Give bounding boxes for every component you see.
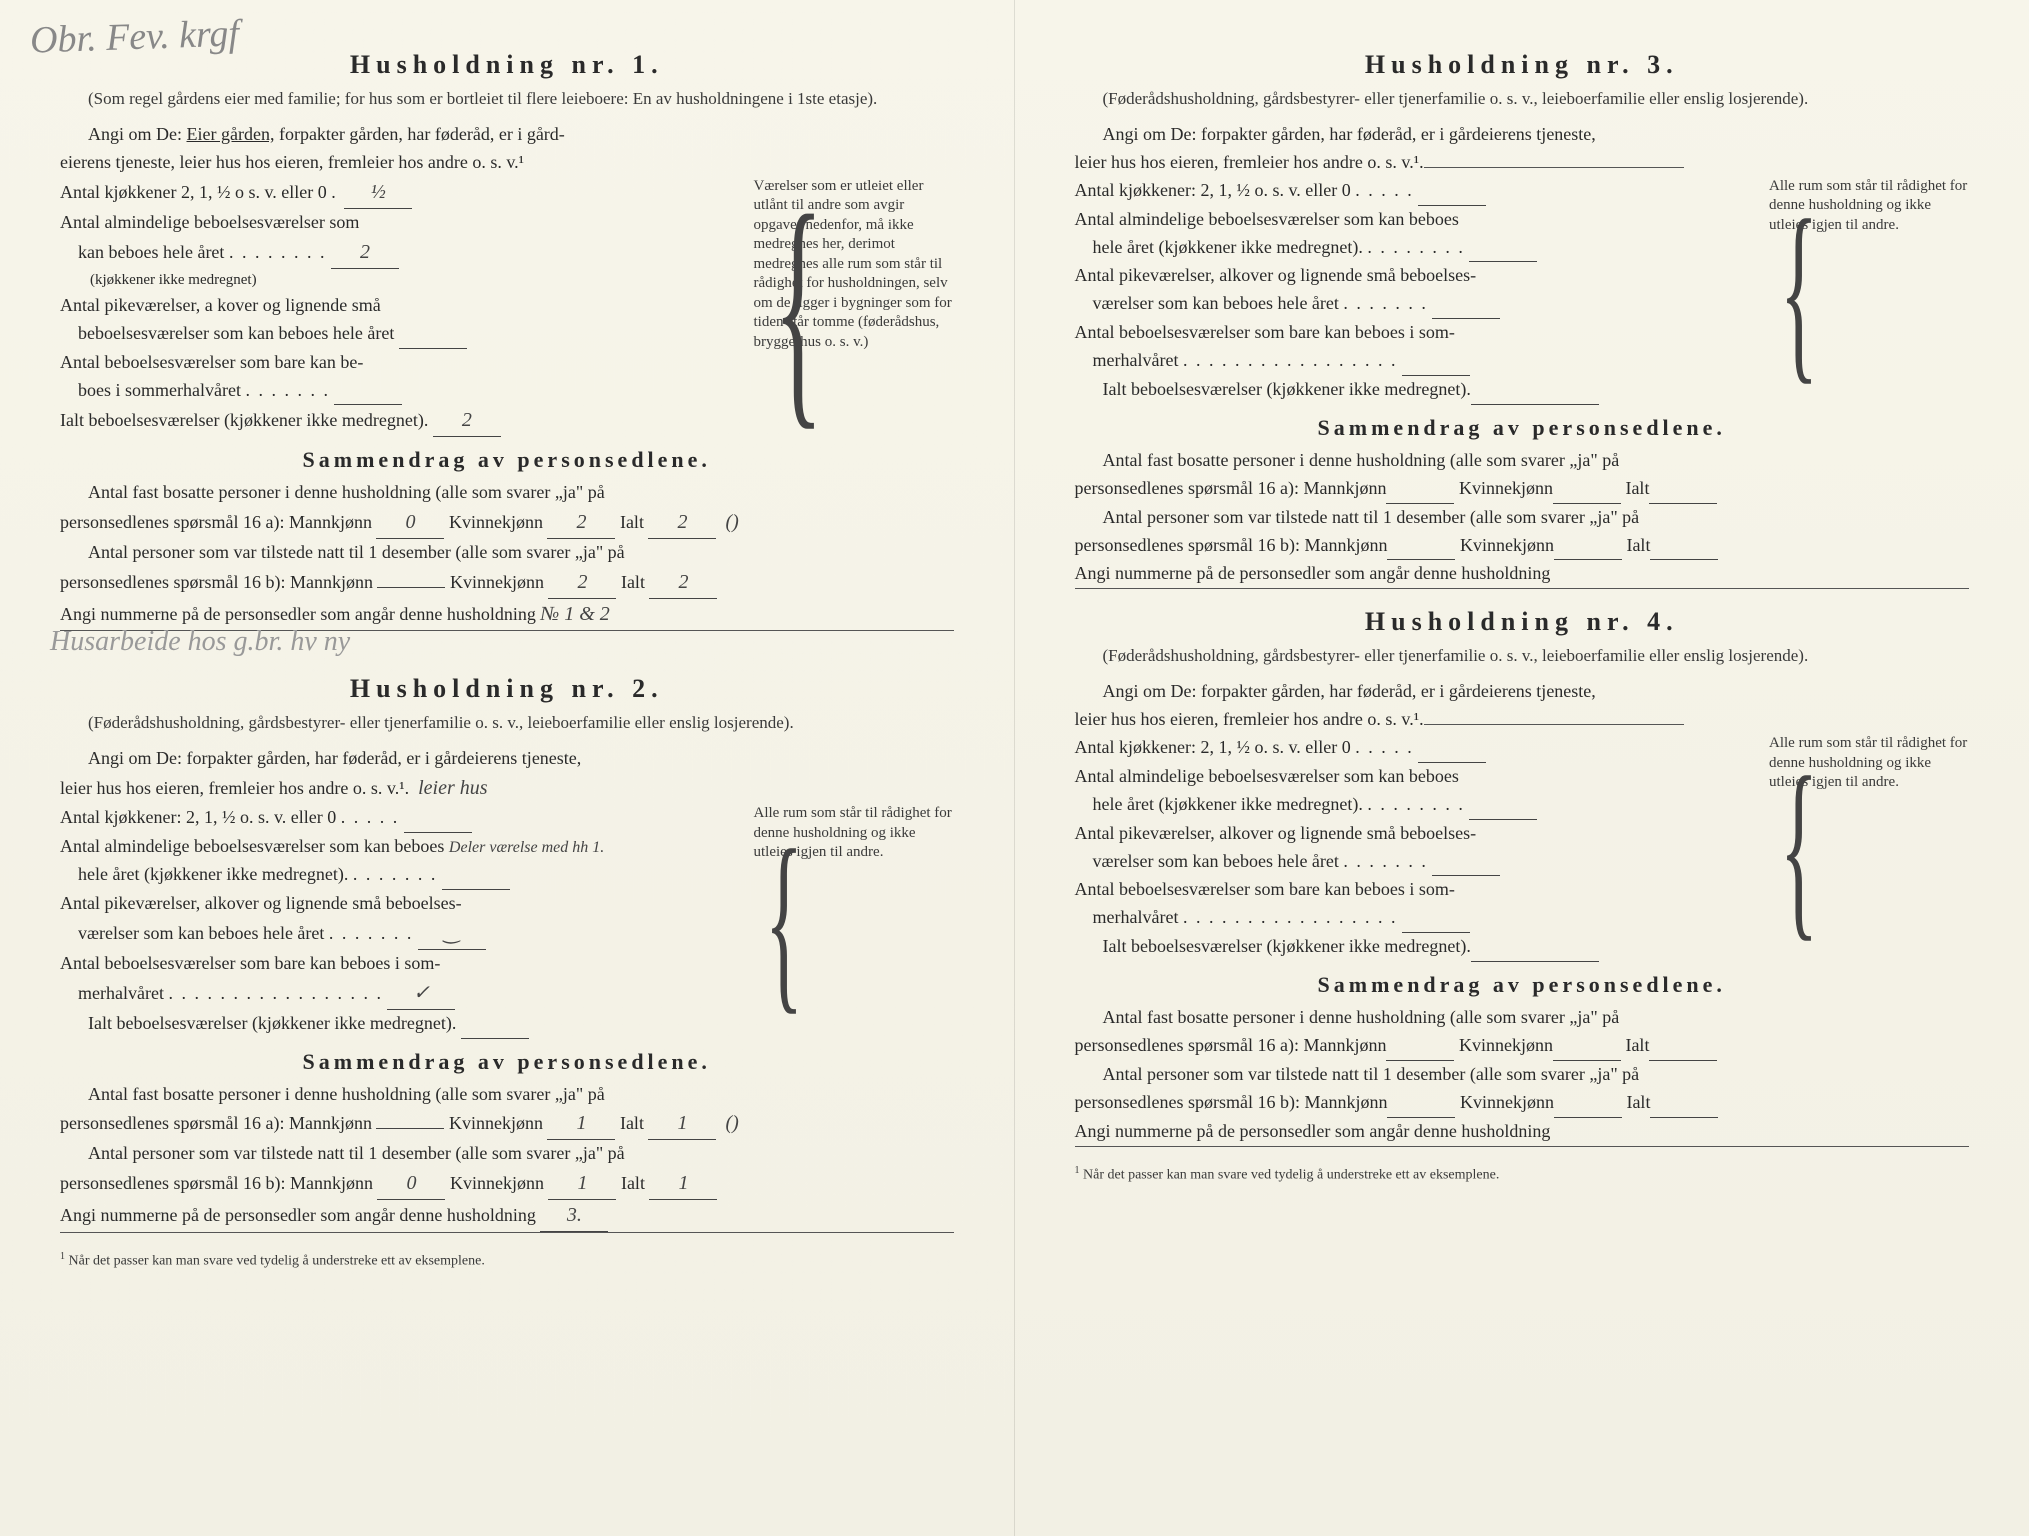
- rooms-block-h1: Antal kjøkkener 2, 1, ½ o s. v. eller 0 …: [60, 177, 954, 438]
- section-husholdning-4: Husholdning nr. 4. (Føderådshusholdning,…: [1075, 607, 1970, 1146]
- intro-h4: (Føderådshusholdning, gårdsbestyrer- ell…: [1075, 645, 1970, 668]
- section-husholdning-2: Husholdning nr. 2. (Føderådshusholdning,…: [60, 674, 954, 1233]
- val-kjokken-h1: ½: [344, 177, 412, 209]
- nummer-h2: 3.: [540, 1200, 608, 1232]
- owner-underlined: Eier gården,: [187, 124, 275, 144]
- intro-h2: (Føderådshusholdning, gårdsbestyrer- ell…: [60, 712, 954, 735]
- brace-icon: [1751, 734, 1765, 962]
- brace-icon: [736, 804, 750, 1038]
- val-alm-hw-h2: Deler værelse med hh 1.: [449, 839, 604, 856]
- val-alm-h1: 2: [331, 237, 399, 269]
- footnote-right: 1 Når det passer kan man svare ved tydel…: [1075, 1165, 1970, 1184]
- side-note-h4: Alle rum som står til rådighet for denne…: [1751, 734, 1969, 962]
- intro-h1: (Som regel gårdens eier med familie; for…: [60, 88, 954, 111]
- rooms-block-h3: Antal kjøkkener: 2, 1, ½ o. s. v. eller …: [1075, 177, 1970, 405]
- brace-icon: [736, 177, 750, 438]
- rooms-block-h2: Antal kjøkkener: 2, 1, ½ o. s. v. eller …: [60, 804, 954, 1038]
- side-note-h3: Alle rum som står til rådighet for denne…: [1751, 177, 1969, 405]
- intro-h3: (Føderådshusholdning, gårdsbestyrer- ell…: [1075, 88, 1970, 111]
- angi-h1: Angi om De: Eier gården, forpakter gårde…: [60, 121, 954, 149]
- side-note-h2: Alle rum som står til rådighet for denne…: [736, 804, 954, 1038]
- nummer-h1: № 1 & 2: [540, 603, 609, 625]
- val-ialt-h1: 2: [433, 405, 501, 437]
- footnote-left: 1 Når det passer kan man svare ved tydel…: [60, 1251, 954, 1270]
- title-h2: Husholdning nr. 2.: [60, 674, 954, 704]
- title-h3: Husholdning nr. 3.: [1075, 50, 1970, 80]
- side-note-h1: Værelser som er utleiet eller utlånt til…: [736, 177, 954, 438]
- sammendrag-title-h1: Sammendrag av personsedlene.: [60, 447, 954, 473]
- document-spread: Obr. Fev. krgf Husholdning nr. 1. (Som r…: [0, 0, 2029, 1536]
- handwriting-annotation: Obr. Fev. krgf: [29, 11, 239, 62]
- section-husholdning-1: Husholdning nr. 1. (Som regel gårdens ei…: [60, 50, 954, 656]
- page-right: Husholdning nr. 3. (Føderådshusholdning,…: [1015, 0, 2029, 1536]
- brace-icon: [1751, 177, 1765, 405]
- angi-hw-h2: leier hus: [418, 777, 487, 799]
- title-h4: Husholdning nr. 4.: [1075, 607, 1970, 637]
- section-husholdning-3: Husholdning nr. 3. (Føderådshusholdning,…: [1075, 50, 1970, 589]
- margin-handwriting: Husarbeide hos g.br. hv ny: [50, 629, 944, 654]
- rooms-block-h4: Antal kjøkkener: 2, 1, ½ o. s. v. eller …: [1075, 734, 1970, 962]
- page-left: Obr. Fev. krgf Husholdning nr. 1. (Som r…: [0, 0, 1015, 1536]
